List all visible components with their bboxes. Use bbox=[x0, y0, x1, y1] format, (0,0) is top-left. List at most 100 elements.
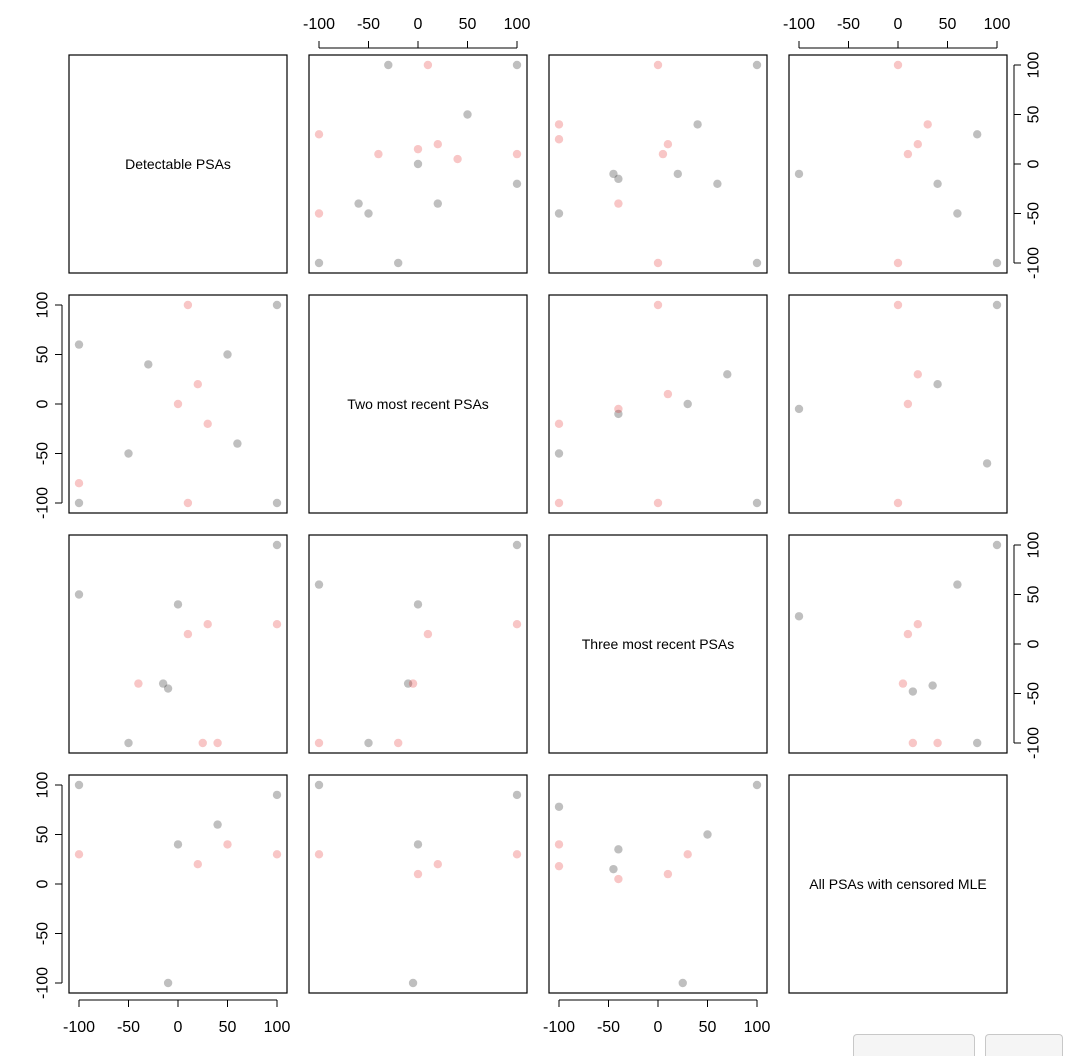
red-point bbox=[893, 498, 903, 508]
tick-label: 50 bbox=[35, 826, 52, 844]
red-point bbox=[223, 840, 232, 849]
black-point bbox=[678, 978, 687, 988]
tick-label: 0 bbox=[35, 399, 52, 408]
black-point bbox=[223, 350, 232, 359]
variable-label: All PSAs with censored MLE bbox=[809, 876, 986, 892]
tick-label: 100 bbox=[984, 16, 1011, 33]
black-point bbox=[794, 612, 804, 621]
red-point bbox=[893, 300, 903, 310]
black-point bbox=[384, 60, 393, 70]
black-point bbox=[752, 258, 762, 268]
toolbar-button[interactable] bbox=[853, 1034, 975, 1056]
red-point bbox=[374, 149, 383, 159]
black-point bbox=[609, 864, 618, 874]
red-point bbox=[173, 399, 183, 409]
red-point bbox=[413, 869, 423, 879]
red-point bbox=[314, 209, 324, 218]
tick-label: -100 bbox=[783, 16, 815, 33]
panel-frame bbox=[788, 534, 1008, 754]
tick-label: -50 bbox=[837, 16, 860, 33]
red-point bbox=[433, 140, 442, 149]
red-point bbox=[433, 860, 442, 869]
panel-frame bbox=[788, 774, 1008, 994]
black-point bbox=[933, 179, 942, 188]
black-point bbox=[982, 459, 992, 468]
red-point bbox=[512, 850, 522, 859]
black-point bbox=[413, 600, 423, 609]
black-point bbox=[794, 404, 804, 414]
black-point bbox=[908, 687, 918, 696]
red-point bbox=[933, 738, 942, 748]
black-point bbox=[973, 738, 982, 748]
black-point bbox=[74, 590, 84, 599]
red-point bbox=[554, 419, 564, 428]
black-point bbox=[213, 820, 222, 829]
red-point bbox=[394, 738, 403, 748]
panel-frame bbox=[68, 54, 288, 274]
panel-frame bbox=[788, 294, 1008, 514]
tick-label: 100 bbox=[1026, 52, 1043, 79]
tick-label: -50 bbox=[1026, 202, 1043, 225]
black-point bbox=[413, 840, 423, 849]
red-point bbox=[893, 258, 903, 268]
black-point bbox=[272, 498, 282, 508]
tick-label: -100 bbox=[35, 487, 52, 519]
black-point bbox=[953, 209, 962, 218]
red-point bbox=[198, 738, 207, 748]
tick-label: 100 bbox=[504, 16, 531, 33]
red-point bbox=[423, 629, 433, 639]
tick-label: -100 bbox=[543, 1019, 575, 1036]
black-point bbox=[408, 978, 418, 988]
red-point bbox=[614, 404, 623, 414]
black-point bbox=[512, 179, 522, 188]
black-point bbox=[173, 600, 183, 609]
red-point bbox=[193, 860, 202, 869]
red-point bbox=[512, 149, 522, 159]
tick-label: 50 bbox=[459, 16, 477, 33]
tick-label: 100 bbox=[35, 772, 52, 799]
red-point bbox=[903, 399, 913, 409]
red-point bbox=[314, 130, 324, 139]
black-point bbox=[554, 449, 564, 458]
tick-label: -100 bbox=[1026, 727, 1043, 759]
red-point bbox=[272, 850, 282, 859]
tick-label: -100 bbox=[35, 967, 52, 999]
tick-label: 50 bbox=[219, 1019, 237, 1036]
red-point bbox=[554, 498, 564, 508]
panel-frame bbox=[548, 294, 768, 514]
panel-frame bbox=[308, 534, 528, 754]
tick-label: -100 bbox=[303, 16, 335, 33]
black-point bbox=[512, 540, 522, 550]
black-point bbox=[364, 209, 373, 218]
black-point bbox=[364, 738, 373, 748]
panel-frame bbox=[548, 54, 768, 274]
black-point bbox=[554, 209, 564, 218]
red-point bbox=[903, 629, 913, 639]
black-point bbox=[723, 370, 732, 379]
red-point bbox=[74, 850, 84, 859]
tick-label: -50 bbox=[357, 16, 380, 33]
panel-frame bbox=[68, 774, 288, 994]
black-point bbox=[314, 580, 324, 589]
variable-label: Detectable PSAs bbox=[125, 156, 231, 172]
panel-frame bbox=[308, 294, 528, 514]
red-point bbox=[908, 738, 918, 748]
red-point bbox=[453, 154, 462, 164]
red-point bbox=[913, 370, 922, 379]
black-point bbox=[614, 174, 623, 184]
toolbar-button[interactable] bbox=[985, 1034, 1063, 1056]
black-point bbox=[554, 802, 564, 811]
tick-label: 0 bbox=[35, 879, 52, 888]
black-point bbox=[74, 498, 84, 508]
black-point bbox=[683, 399, 692, 409]
tick-label: -50 bbox=[597, 1019, 620, 1036]
red-point bbox=[554, 861, 564, 871]
axes: -100 -50 0 50 100 -100 -50 0 50 100 -100 -50 0 50 100 -… bbox=[35, 16, 1043, 1036]
red-point bbox=[663, 140, 673, 149]
black-point bbox=[614, 409, 623, 419]
black-point bbox=[74, 340, 84, 349]
black-point bbox=[158, 679, 168, 688]
red-point bbox=[903, 149, 913, 159]
tick-label: -50 bbox=[117, 1019, 140, 1036]
